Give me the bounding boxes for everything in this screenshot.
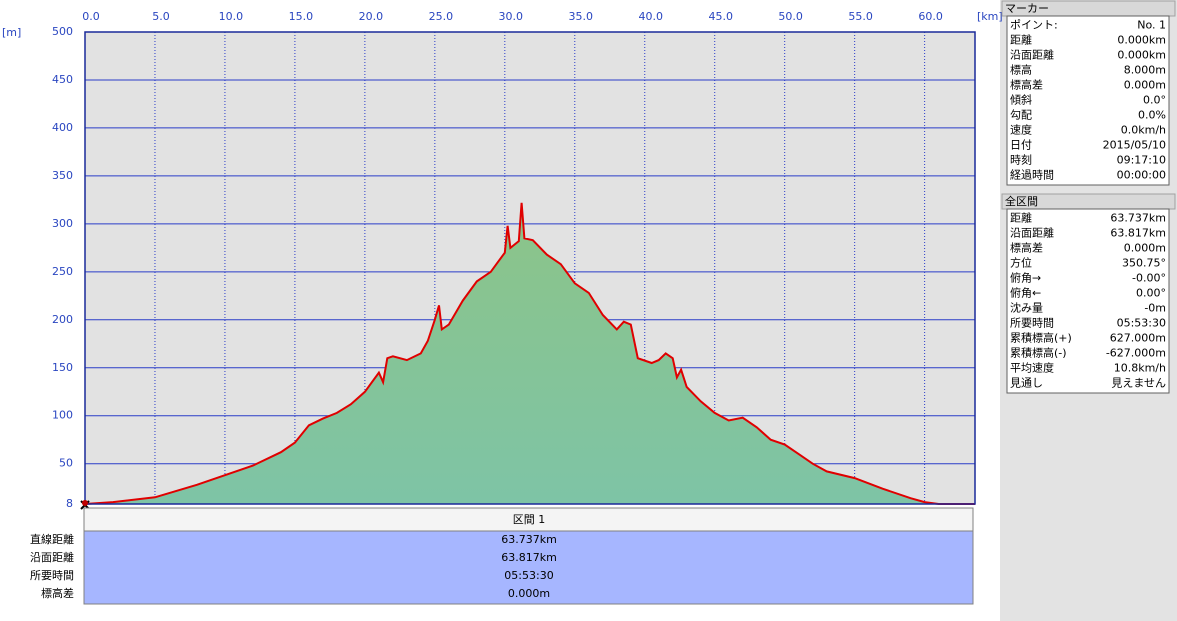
panel-value: 0.0%	[1138, 109, 1166, 122]
x-tick-label: 55.0	[848, 10, 873, 23]
panel-key: ポイント:	[1010, 19, 1058, 32]
row-label: 直線距離	[30, 532, 74, 546]
panel-key: 俯角→	[1010, 271, 1041, 285]
y-tick-label: 50	[59, 457, 73, 470]
panel-key: 見通し	[1010, 377, 1043, 390]
y-tick-label: 250	[52, 265, 73, 278]
panel-key: 傾斜	[1010, 93, 1032, 107]
x-unit: [km]	[977, 10, 1003, 23]
panel-key: 累積標高(+)	[1010, 331, 1072, 345]
panel-key: 平均速度	[1010, 361, 1054, 375]
panel-value: 0.000m	[1124, 242, 1166, 255]
panel-value: 0.000km	[1117, 34, 1166, 47]
row-value: 63.737km	[501, 533, 557, 546]
x-tick-label: 50.0	[778, 10, 803, 23]
panel-value: 2015/05/10	[1103, 139, 1166, 152]
panel-table	[1006, 15, 1170, 186]
x-tick-label: 40.0	[638, 10, 663, 23]
section-header: 区間 1	[513, 513, 546, 526]
row-label: 所要時間	[30, 569, 74, 582]
y-tick-label: 200	[52, 313, 73, 326]
y-tick-label: 100	[52, 409, 73, 422]
panel-key: 距離	[1010, 33, 1032, 47]
panel-title: マーカー	[1005, 2, 1049, 15]
row-value: 63.817km	[501, 551, 557, 564]
panel-value: 05:53:30	[1117, 317, 1166, 330]
y-tick-label: 400	[52, 121, 73, 134]
panel-value: 63.737km	[1110, 212, 1166, 225]
panel-key: 所要時間	[1010, 317, 1054, 330]
y-unit: [m]	[2, 26, 21, 39]
panel-key: 累積標高(-)	[1010, 346, 1067, 360]
elevation-line	[84, 202, 975, 505]
panel-value: 0.0°	[1143, 94, 1166, 107]
panel-value: 0.00°	[1136, 287, 1166, 300]
marker-dot	[82, 500, 88, 506]
x-tick-label: 45.0	[708, 10, 733, 23]
panel-key: 沈み量	[1010, 301, 1043, 315]
x-tick-label: 20.0	[359, 10, 384, 23]
panel-key: 方位	[1010, 256, 1032, 270]
x-tick-label: 30.0	[499, 10, 524, 23]
elevation-area	[85, 202, 975, 505]
x-tick-label: 35.0	[569, 10, 594, 23]
panel-table	[1006, 208, 1170, 394]
x-tick-label: 5.0	[152, 10, 170, 23]
panel-value: 8.000m	[1124, 64, 1166, 77]
panel-key: 沿面距離	[1010, 48, 1054, 62]
panel-value: -0m	[1144, 302, 1166, 315]
panel-value: 見えません	[1111, 377, 1166, 390]
x-tick-label: 15.0	[289, 10, 314, 23]
y-tick-label: 150	[52, 361, 73, 374]
panel-key: 勾配	[1010, 109, 1032, 122]
panel-value: 627.000m	[1110, 332, 1166, 345]
panel-title: 全区間	[1005, 194, 1038, 208]
y-tick-label: 450	[52, 73, 73, 86]
panel-key: 俯角←	[1010, 286, 1041, 300]
row-label: 沿面距離	[30, 550, 74, 564]
panel-key: 標高差	[1010, 78, 1043, 92]
x-tick-label: 0.0	[82, 10, 100, 23]
plot-border	[84, 31, 976, 505]
panel-value: No. 1	[1137, 19, 1166, 32]
panel-key: 標高	[1010, 63, 1032, 77]
panel-value: -627.000m	[1106, 347, 1166, 360]
panel-value: 09:17:10	[1117, 154, 1166, 167]
panel-value: 63.817km	[1110, 227, 1166, 240]
panel-key: 標高差	[1010, 241, 1043, 255]
row-value: 05:53:30	[504, 569, 553, 582]
panel-value: 00:00:00	[1117, 169, 1166, 182]
y-tick-label: 300	[52, 217, 73, 230]
panel-value: -0.00°	[1132, 272, 1166, 285]
y-tick-label: 8	[66, 497, 73, 510]
row-value: 0.000m	[508, 587, 550, 600]
panel-key: 経過時間	[1010, 169, 1054, 182]
y-tick-label: 350	[52, 169, 73, 182]
row-label: 標高差	[41, 586, 74, 600]
panel-key: 日付	[1010, 139, 1032, 152]
x-tick-label: 60.0	[918, 10, 943, 23]
panel-key: 沿面距離	[1010, 226, 1054, 240]
panel-value: 0.000km	[1117, 49, 1166, 62]
x-tick-label: 25.0	[429, 10, 454, 23]
panel-key: 時刻	[1010, 153, 1032, 167]
section-body-bg	[83, 530, 974, 605]
panel-key: 速度	[1010, 123, 1032, 137]
x-tick-label: 10.0	[219, 10, 244, 23]
panel-value: 0.000m	[1124, 79, 1166, 92]
panel-value: 350.75°	[1122, 257, 1166, 270]
panel-value: 0.0km/h	[1121, 124, 1166, 137]
panel-value: 10.8km/h	[1114, 362, 1166, 375]
panel-key: 距離	[1010, 211, 1032, 225]
y-tick-label: 500	[52, 25, 73, 38]
